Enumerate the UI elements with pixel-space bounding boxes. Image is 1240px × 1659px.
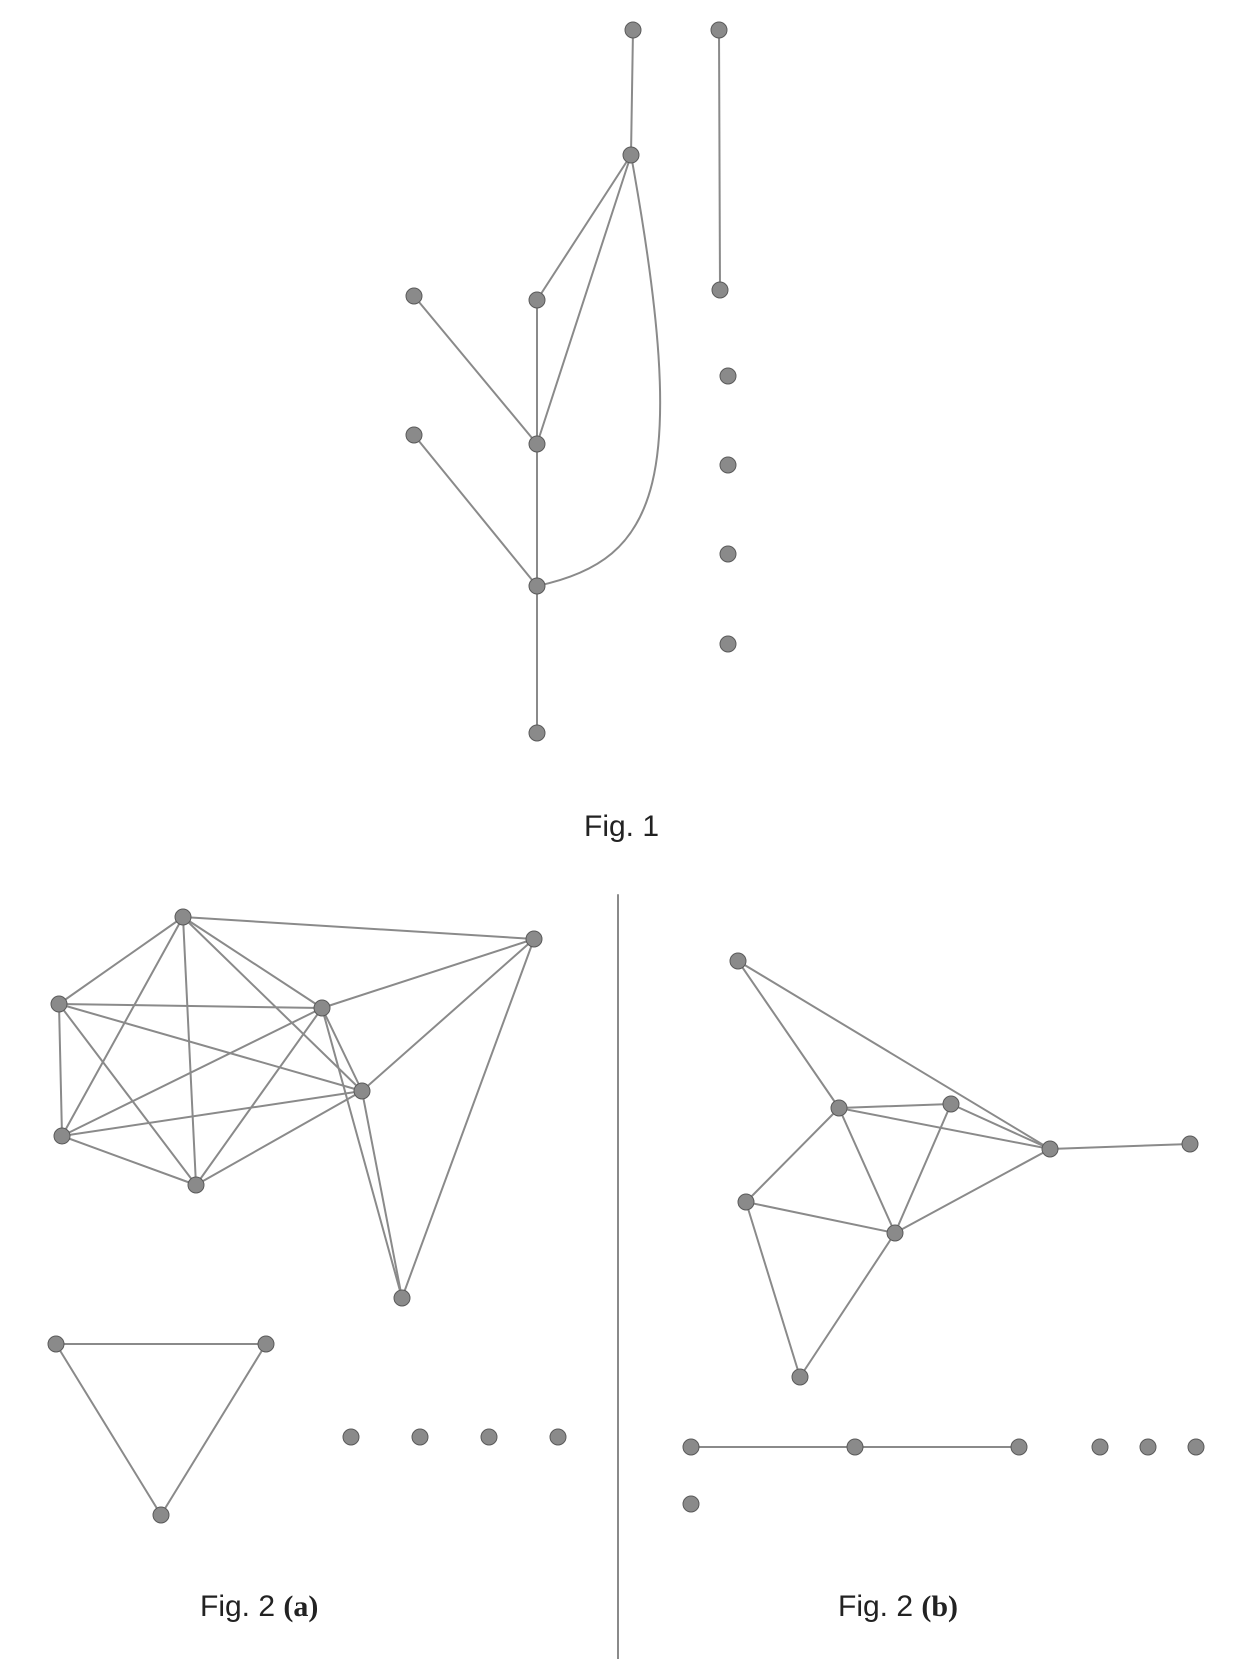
fig1-edge-c-i — [537, 155, 631, 444]
fig1-node-b — [711, 22, 727, 38]
fig2a-caption-prefix: Fig. 2 — [200, 1590, 283, 1623]
fig2b-edge-q1-q4 — [746, 1108, 839, 1202]
fig2a-edge-t2-t3 — [161, 1344, 266, 1515]
fig2a-edge-p5-p6 — [196, 1091, 362, 1185]
fig2b-edge-q3-q5 — [895, 1149, 1050, 1233]
fig1-node-j — [720, 457, 736, 473]
fig2a-node-p7 — [526, 931, 542, 947]
fig2b-edge-q1-q5 — [839, 1108, 895, 1233]
fig1-edge-e-i — [414, 296, 537, 444]
fig2b-edge-q1-q3 — [839, 1108, 1050, 1149]
fig2b-node-r2 — [847, 1439, 863, 1455]
fig2b-node-r1 — [683, 1439, 699, 1455]
fig2b-node-q4 — [738, 1194, 754, 1210]
fig2b-node-q7 — [792, 1369, 808, 1385]
fig2b-edge-q3-q6 — [1050, 1144, 1190, 1149]
fig2b-node-r6 — [1188, 1439, 1204, 1455]
fig2a-node-p2 — [51, 996, 67, 1012]
fig2a-edge-p3-p6 — [196, 1008, 322, 1185]
fig2a-node-p4 — [54, 1128, 70, 1144]
fig2a-edge-p1-p3 — [183, 917, 322, 1008]
fig2a-edge-p1-p2 — [59, 917, 183, 1004]
fig1-node-g — [720, 368, 736, 384]
fig2b-node-q2 — [943, 1096, 959, 1112]
fig1-edge-h-k — [414, 435, 537, 586]
fig1-node-d — [712, 282, 728, 298]
fig2b-edge-q5-q7 — [800, 1233, 895, 1377]
page: Fig. 1 Fig. 2 (a) Fig. 2 (b) — [0, 0, 1240, 1659]
fig2a-edge-p2-p4 — [59, 1004, 62, 1136]
fig2a-node-p5 — [354, 1083, 370, 1099]
fig2b-node-s1 — [683, 1496, 699, 1512]
fig2b-node-q5 — [887, 1225, 903, 1241]
fig1-node-f — [529, 292, 545, 308]
fig2a-edge-p4-p6 — [62, 1136, 196, 1185]
fig1-curve-0 — [537, 155, 660, 586]
fig1-node-i — [529, 436, 545, 452]
fig2a-edge-p3-p7 — [322, 939, 534, 1008]
fig2a-caption-paren: (a) — [283, 1590, 318, 1623]
fig1-edge-b-d — [719, 30, 720, 290]
fig2a-edge-t3-t1 — [56, 1344, 161, 1515]
fig1-node-e — [406, 288, 422, 304]
fig2b-edge-q0-q1 — [738, 961, 839, 1108]
fig2a-edge-p1-p4 — [62, 917, 183, 1136]
fig1-caption-text: Fig. 1 — [584, 810, 659, 843]
fig2a-node-t3 — [153, 1507, 169, 1523]
fig2b-node-q6 — [1182, 1136, 1198, 1152]
fig2a-edge-p2-p6 — [59, 1004, 196, 1185]
fig1-node-a — [625, 22, 641, 38]
fig2a-node-t1 — [48, 1336, 64, 1352]
fig2a-node-p8 — [394, 1290, 410, 1306]
fig1-edge-a-c — [631, 30, 633, 155]
fig2b-edge-q1-q2 — [839, 1104, 951, 1108]
fig2b-edge-q2-q3 — [951, 1104, 1050, 1149]
fig2b-edge-q4-q5 — [746, 1202, 895, 1233]
fig2a-node-p3 — [314, 1000, 330, 1016]
fig2a-edge-p1-p6 — [183, 917, 196, 1185]
fig2a-edge-p5-p7 — [362, 939, 534, 1091]
fig2a-edge-p7-p8 — [402, 939, 534, 1298]
fig2b-node-q0 — [730, 953, 746, 969]
fig1-node-n — [529, 725, 545, 741]
fig2a-node-d1 — [343, 1429, 359, 1445]
fig1-caption: Fig. 1 — [584, 810, 659, 844]
fig2a-node-t2 — [258, 1336, 274, 1352]
fig2b-caption-paren: (b) — [921, 1590, 958, 1623]
fig2b-node-q3 — [1042, 1141, 1058, 1157]
fig2b-node-r5 — [1140, 1439, 1156, 1455]
fig2a-edge-p1-p7 — [183, 917, 534, 939]
fig1-node-l — [720, 546, 736, 562]
fig2b-node-q1 — [831, 1100, 847, 1116]
fig1-node-h — [406, 427, 422, 443]
fig2a-edge-p2-p3 — [59, 1004, 322, 1008]
fig2a-node-p1 — [175, 909, 191, 925]
fig2b-caption-prefix: Fig. 2 — [838, 1590, 921, 1623]
fig1-edge-c-f — [537, 155, 631, 300]
fig1-node-k — [529, 578, 545, 594]
fig2a-node-d3 — [481, 1429, 497, 1445]
fig2b-node-r4 — [1092, 1439, 1108, 1455]
fig2a-edge-p5-p8 — [362, 1091, 402, 1298]
fig2b-edge-q4-q7 — [746, 1202, 800, 1377]
fig1-node-c — [623, 147, 639, 163]
fig2a-node-p6 — [188, 1177, 204, 1193]
fig2a-edge-p3-p8 — [322, 1008, 402, 1298]
fig2a-caption: Fig. 2 (a) — [200, 1590, 318, 1624]
fig2b-edge-q0-q3 — [738, 961, 1050, 1149]
fig2a-node-d2 — [412, 1429, 428, 1445]
fig2b-caption: Fig. 2 (b) — [838, 1590, 958, 1624]
fig2b-node-r3 — [1011, 1439, 1027, 1455]
fig1-node-m — [720, 636, 736, 652]
fig2a-node-d4 — [550, 1429, 566, 1445]
